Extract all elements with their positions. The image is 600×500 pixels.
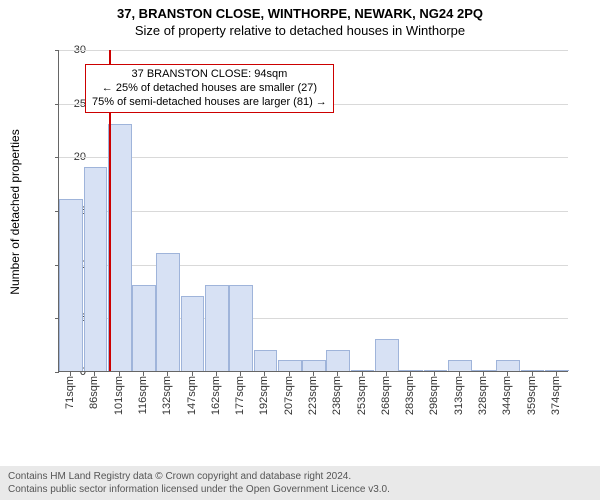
bar	[229, 285, 253, 371]
xtick-label: 162sqm	[210, 376, 222, 415]
y-axis-label: Number of detached properties	[8, 129, 22, 294]
footer-line-2: Contains public sector information licen…	[8, 483, 592, 496]
bar	[375, 339, 399, 371]
annotation-box: 37 BRANSTON CLOSE: 94sqm ← 25% of detach…	[85, 64, 334, 113]
xtick-label: 132sqm	[161, 376, 173, 415]
ytick-mark	[55, 50, 59, 51]
annotation-line-2: ← 25% of detached houses are smaller (27…	[92, 82, 327, 96]
ytick-mark	[55, 104, 59, 105]
x-axis-labels: 71sqm 86sqm 101sqm 116sqm 132sqm 147sqm 162sqm…	[58, 376, 568, 432]
ytick-mark	[55, 265, 59, 266]
xtick-label: 147sqm	[186, 376, 198, 415]
bar	[59, 199, 83, 371]
xtick-label: 268sqm	[380, 376, 392, 415]
chart-container: Number of detached properties 0510152025…	[0, 42, 600, 442]
annotation-line-3: 75% of semi-detached houses are larger (…	[92, 96, 327, 110]
xtick-label: 86sqm	[88, 376, 100, 409]
bar	[545, 370, 569, 371]
xtick-label: 238sqm	[331, 376, 343, 415]
bar	[351, 370, 375, 371]
bar	[496, 360, 520, 371]
bar	[472, 370, 496, 371]
bar	[254, 350, 278, 371]
xtick-label: 192sqm	[258, 376, 270, 415]
xtick-label: 328sqm	[477, 376, 489, 415]
bar	[84, 167, 108, 371]
ytick-mark	[55, 157, 59, 158]
xtick-label: 253sqm	[356, 376, 368, 415]
plot-area: 37 BRANSTON CLOSE: 94sqm ← 25% of detach…	[58, 50, 568, 372]
bar	[448, 360, 472, 371]
xtick-label: 207sqm	[283, 376, 295, 415]
bar	[156, 253, 180, 371]
xtick-label: 359sqm	[526, 376, 538, 415]
xtick-label: 101sqm	[113, 376, 125, 415]
page-subtitle: Size of property relative to detached ho…	[0, 21, 600, 42]
bar	[424, 370, 448, 371]
annotation-line-1: 37 BRANSTON CLOSE: 94sqm	[92, 68, 327, 82]
ytick-mark	[55, 211, 59, 212]
bar	[132, 285, 156, 371]
bar	[326, 350, 350, 371]
xtick-label: 177sqm	[234, 376, 246, 415]
ytick-mark	[55, 318, 59, 319]
xtick-label: 71sqm	[64, 376, 76, 409]
xtick-label: 313sqm	[453, 376, 465, 415]
bar	[205, 285, 229, 371]
footer: Contains HM Land Registry data © Crown c…	[0, 466, 600, 500]
bar	[521, 370, 545, 371]
bar	[302, 360, 326, 371]
bar	[399, 370, 423, 371]
bar	[181, 296, 205, 371]
xtick-label: 116sqm	[137, 376, 149, 414]
page-title-address: 37, BRANSTON CLOSE, WINTHORPE, NEWARK, N…	[0, 0, 600, 21]
xtick-label: 223sqm	[307, 376, 319, 415]
bar	[108, 124, 132, 371]
xtick-label: 374sqm	[550, 376, 562, 415]
bar	[278, 360, 302, 371]
xtick-label: 344sqm	[501, 376, 513, 415]
footer-line-1: Contains HM Land Registry data © Crown c…	[8, 470, 592, 483]
xtick-label: 298sqm	[428, 376, 440, 415]
xtick-label: 283sqm	[404, 376, 416, 415]
ytick-mark	[55, 372, 59, 373]
